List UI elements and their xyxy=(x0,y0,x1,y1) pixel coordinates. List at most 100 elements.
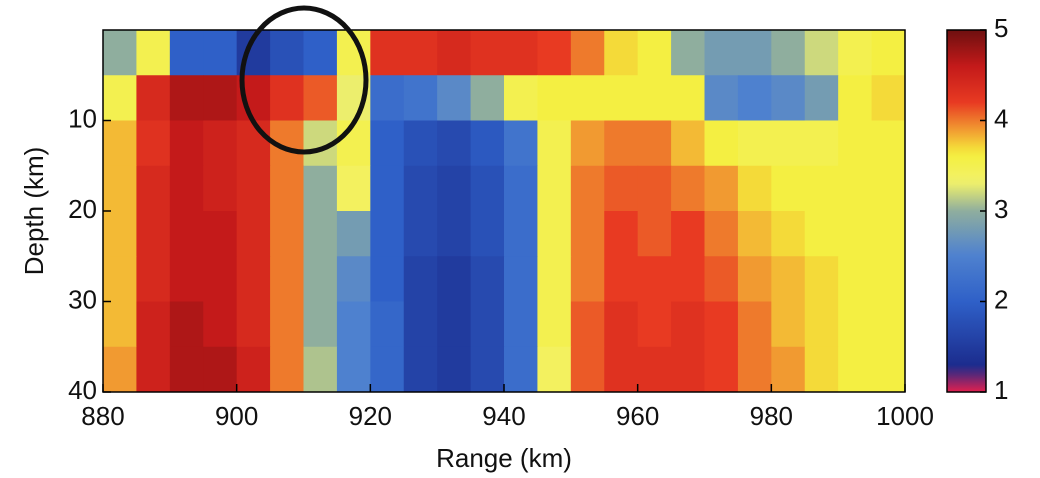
heat-cell xyxy=(370,301,405,348)
heat-cell xyxy=(103,165,137,212)
heat-cell xyxy=(771,75,806,121)
y-tick-label: 40 xyxy=(68,375,97,405)
heat-cell xyxy=(838,346,873,393)
heat-cell xyxy=(637,256,672,302)
heat-cell xyxy=(437,211,472,257)
heat-cell xyxy=(838,165,873,212)
heat-cell xyxy=(303,75,338,121)
heat-cell xyxy=(871,256,906,302)
heat-cell xyxy=(470,75,505,121)
heat-cell xyxy=(704,256,739,302)
heat-cell xyxy=(504,256,538,302)
heat-cell xyxy=(737,256,772,302)
colorbar-tick-label: 4 xyxy=(994,103,1008,133)
heat-cell xyxy=(370,75,405,121)
heat-cell xyxy=(303,165,338,212)
heat-cell xyxy=(136,120,171,167)
heat-cell xyxy=(637,211,672,257)
heat-cell xyxy=(871,301,906,348)
heat-cell xyxy=(370,256,405,302)
heat-cell xyxy=(136,256,171,302)
heat-cell xyxy=(203,346,238,393)
heat-cell xyxy=(804,211,839,257)
heat-cell xyxy=(737,120,772,167)
heat-cell xyxy=(370,346,405,393)
heat-cell xyxy=(470,165,505,212)
heat-cell xyxy=(570,211,605,257)
heat-cell xyxy=(103,211,137,257)
heat-cell xyxy=(504,75,538,121)
heat-cell xyxy=(236,165,271,212)
heat-cell xyxy=(169,256,204,302)
heat-cell xyxy=(470,120,505,167)
heat-cell xyxy=(370,165,405,212)
heat-cell xyxy=(637,120,672,167)
heat-cell xyxy=(570,256,605,302)
heat-cell xyxy=(370,211,405,257)
x-tick-label: 980 xyxy=(750,401,793,431)
heat-cell xyxy=(570,301,605,348)
heat-cell xyxy=(336,301,371,348)
heat-cell xyxy=(437,301,472,348)
y-tick-label: 30 xyxy=(68,284,97,314)
heat-cell xyxy=(437,75,472,121)
heat-cell xyxy=(771,30,806,76)
heat-cell xyxy=(270,256,304,302)
heat-cell xyxy=(370,120,405,167)
heat-cell xyxy=(671,346,705,393)
heat-cell xyxy=(203,301,238,348)
heat-cell xyxy=(370,30,405,76)
heat-cell xyxy=(704,211,739,257)
heat-cell xyxy=(103,346,137,393)
heat-cell xyxy=(203,211,238,257)
heat-cell xyxy=(169,301,204,348)
heat-cell xyxy=(236,211,271,257)
heat-cell xyxy=(403,120,438,167)
heat-cell xyxy=(270,75,304,121)
heat-cell xyxy=(236,256,271,302)
heat-cell xyxy=(871,75,906,121)
heat-cell xyxy=(637,165,672,212)
heat-cell xyxy=(804,256,839,302)
heat-cell xyxy=(169,165,204,212)
x-tick-label: 880 xyxy=(81,401,124,431)
y-tick-label: 20 xyxy=(68,194,97,224)
heat-cell xyxy=(637,301,672,348)
y-tick-label: 10 xyxy=(68,103,97,133)
heat-cell xyxy=(136,30,171,76)
heat-cell xyxy=(771,346,806,393)
colorbar-tick-label: 5 xyxy=(994,13,1008,43)
heat-cell xyxy=(637,346,672,393)
heat-cell xyxy=(336,256,371,302)
heat-cell xyxy=(470,301,505,348)
heat-cell xyxy=(169,30,204,76)
heat-cell xyxy=(437,30,472,76)
heat-cell xyxy=(871,346,906,393)
heat-cell xyxy=(103,75,137,121)
heat-cell xyxy=(136,301,171,348)
heat-cell xyxy=(504,211,538,257)
heat-cell xyxy=(203,256,238,302)
heat-cell xyxy=(704,165,739,212)
heat-cell xyxy=(437,165,472,212)
heat-cell xyxy=(838,120,873,167)
heat-cell xyxy=(504,30,538,76)
heat-cell xyxy=(203,120,238,167)
heat-cell xyxy=(671,256,705,302)
heat-cell xyxy=(403,30,438,76)
heat-cell xyxy=(403,211,438,257)
heat-cell xyxy=(470,211,505,257)
heat-cell xyxy=(671,165,705,212)
heat-cell xyxy=(470,30,505,76)
heat-cell xyxy=(771,120,806,167)
heat-cell xyxy=(604,120,639,167)
heat-cell xyxy=(737,75,772,121)
heat-cell xyxy=(570,75,605,121)
heat-cell xyxy=(537,301,572,348)
heat-cell xyxy=(804,75,839,121)
x-tick-label: 960 xyxy=(616,401,659,431)
heat-cell xyxy=(604,75,639,121)
heat-cell xyxy=(303,346,338,393)
heat-cell xyxy=(403,75,438,121)
heat-cell xyxy=(871,30,906,76)
